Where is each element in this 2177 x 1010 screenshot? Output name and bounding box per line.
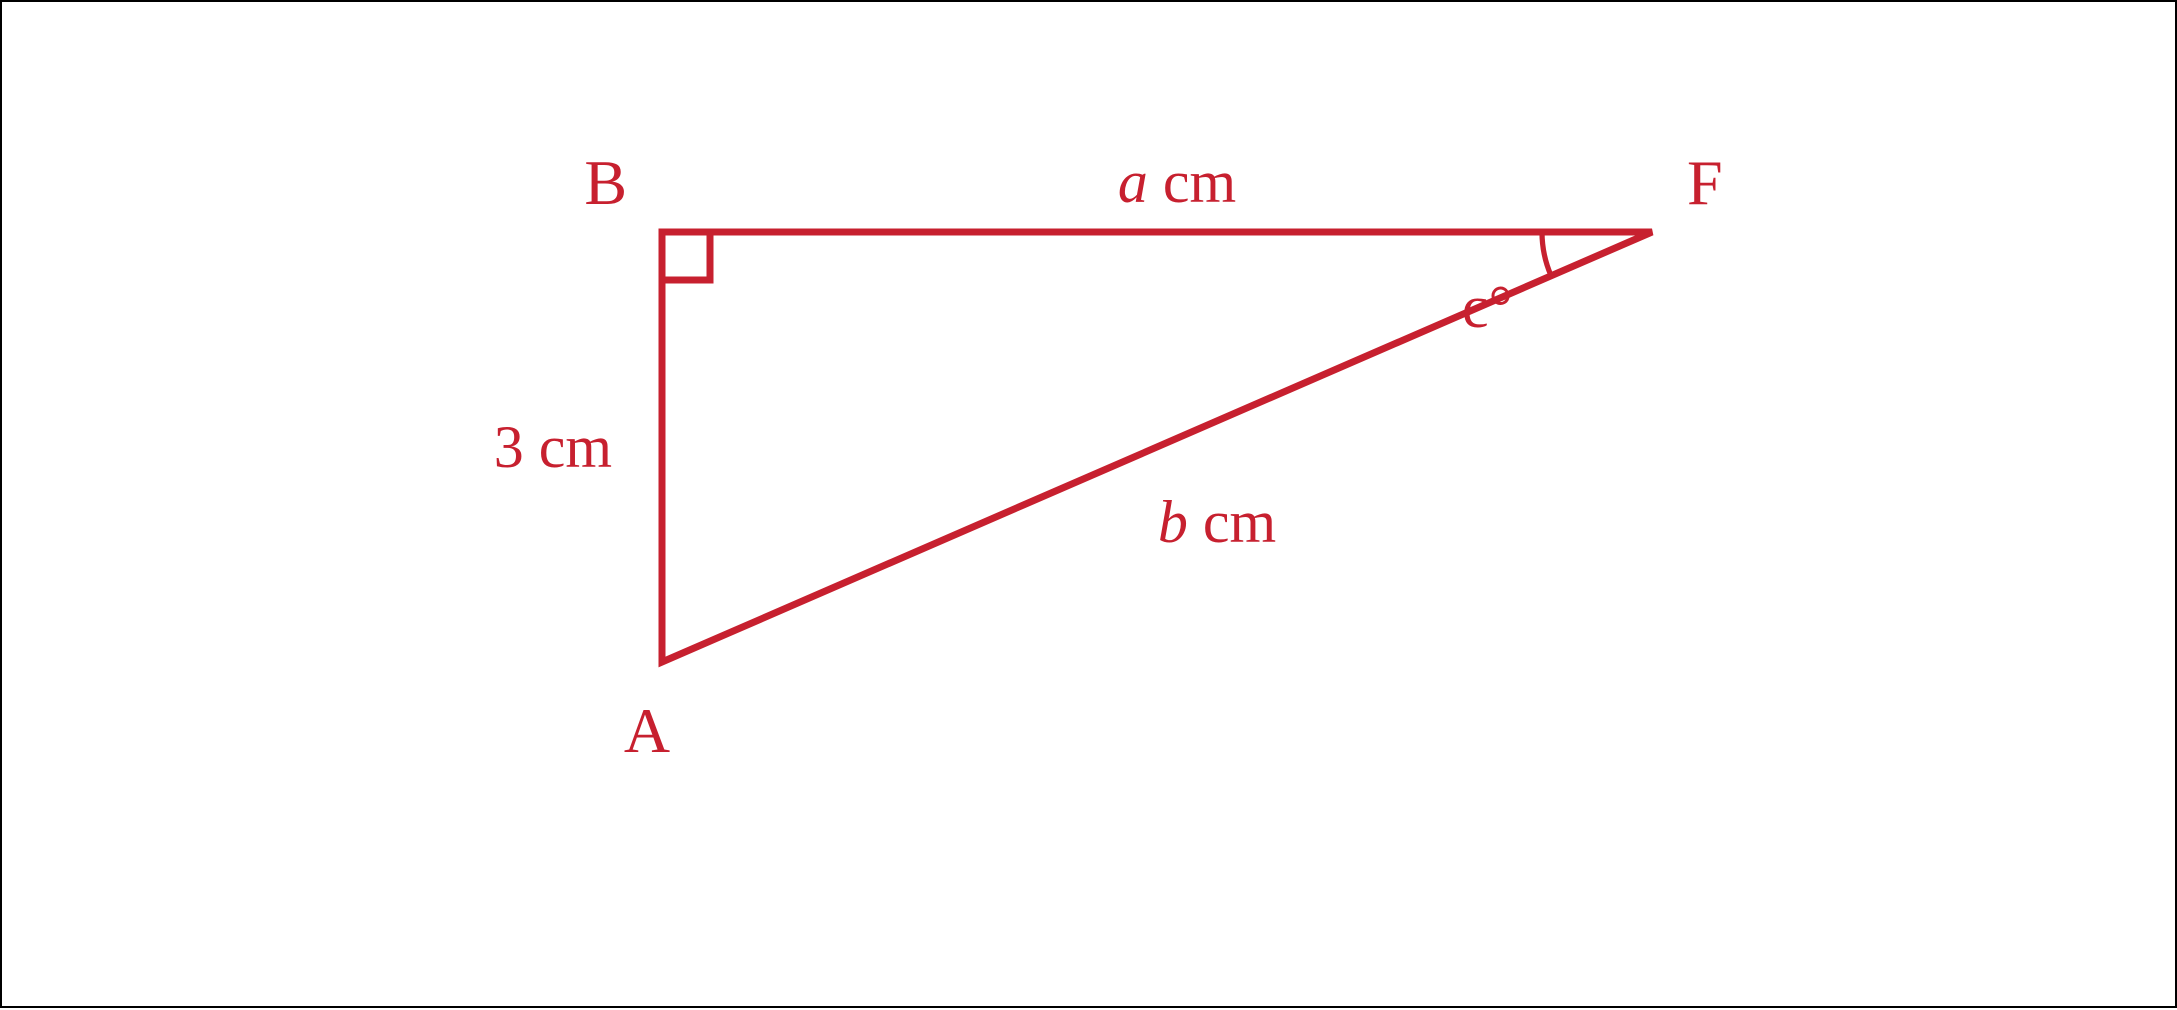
angle-label-c: c° <box>1462 274 1513 340</box>
side-label-left: 3 cm <box>494 414 612 480</box>
right-angle-marker <box>662 232 710 280</box>
side-label-b: b cm <box>1158 489 1276 555</box>
triangle-diagram: B F Aa cm b cm 3 cm c° <box>2 2 2177 1010</box>
diagram-frame: B F Aa cm b cm 3 cm c° <box>0 0 2177 1008</box>
vertex-label-a: A <box>624 695 670 766</box>
side-label-a: a cm <box>1118 149 1236 215</box>
vertex-label-b: B <box>584 147 627 218</box>
angle-arc <box>1542 232 1551 276</box>
vertex-label-f: F <box>1687 147 1723 218</box>
